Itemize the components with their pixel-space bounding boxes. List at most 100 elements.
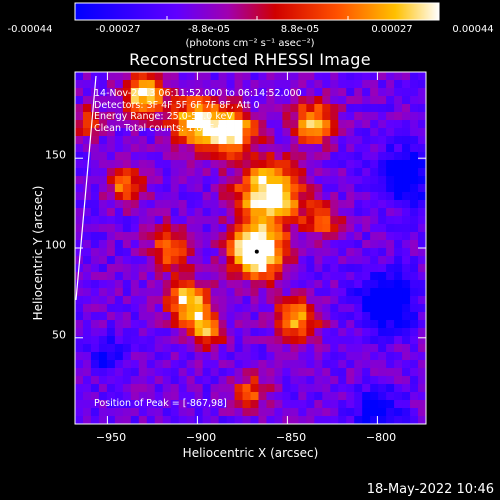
heatmap-cell bbox=[258, 304, 267, 313]
heatmap-cell bbox=[162, 416, 172, 425]
heatmap-cell bbox=[242, 328, 251, 337]
heatmap-cell bbox=[146, 360, 156, 369]
detectors-text: Detectors: 3F 4F 5F 6F 7F 8F, Att 0 bbox=[94, 99, 260, 111]
heatmap-cell bbox=[258, 128, 267, 137]
heatmap-cell bbox=[226, 376, 235, 385]
heatmap-cell bbox=[234, 120, 243, 129]
heatmap-cell bbox=[106, 176, 116, 185]
heatmap-cell bbox=[75, 136, 84, 145]
heatmap-cell bbox=[250, 152, 259, 161]
heatmap-cell bbox=[202, 120, 212, 129]
heatmap-cell bbox=[290, 416, 299, 425]
heatmap-cell bbox=[250, 344, 259, 353]
heatmap-cell bbox=[362, 416, 371, 425]
heatmap-cell bbox=[290, 184, 299, 193]
heatmap-cell bbox=[154, 184, 164, 193]
heatmap-cell bbox=[170, 360, 180, 369]
heatmap-cell bbox=[170, 368, 180, 377]
heatmap-cell bbox=[82, 328, 92, 337]
heatmap-cell bbox=[226, 304, 235, 313]
heatmap-cell bbox=[394, 360, 403, 369]
heatmap-cell bbox=[218, 352, 227, 361]
heatmap-cell bbox=[202, 264, 212, 273]
heatmap-cell bbox=[210, 272, 219, 281]
heatmap-cell bbox=[274, 104, 283, 113]
heatmap-cell bbox=[290, 392, 299, 401]
heatmap-cell bbox=[362, 288, 371, 297]
heatmap-cell bbox=[170, 232, 180, 241]
heatmap-cell bbox=[410, 416, 419, 425]
heatmap-cell bbox=[202, 104, 212, 113]
heatmap-cell bbox=[218, 80, 227, 89]
heatmap-cell bbox=[258, 232, 267, 241]
heatmap-cell bbox=[290, 232, 299, 241]
heatmap-cell bbox=[402, 416, 411, 425]
heatmap-cell bbox=[330, 376, 339, 385]
heatmap-cell bbox=[210, 296, 219, 305]
heatmap-cell bbox=[306, 296, 315, 305]
heatmap-cell bbox=[362, 152, 371, 161]
heatmap-cell bbox=[354, 168, 363, 177]
heatmap-cell bbox=[266, 216, 275, 225]
heatmap-cell bbox=[306, 336, 315, 345]
heatmap-cell bbox=[386, 152, 395, 161]
heatmap-cell bbox=[82, 312, 92, 321]
heatmap-cell bbox=[266, 80, 275, 89]
heatmap-cell bbox=[250, 352, 259, 361]
heatmap-cell bbox=[250, 368, 259, 377]
heatmap-cell bbox=[186, 384, 196, 393]
heatmap-cell bbox=[162, 112, 172, 121]
heatmap-cell bbox=[170, 104, 180, 113]
heatmap-cell bbox=[330, 408, 339, 417]
heatmap-cell bbox=[218, 312, 227, 321]
heatmap-cell bbox=[90, 344, 100, 353]
heatmap-cell bbox=[218, 128, 227, 137]
heatmap-cell bbox=[306, 160, 315, 169]
heatmap-cell bbox=[250, 320, 259, 329]
heatmap-cell bbox=[258, 184, 267, 193]
heatmap-cell bbox=[314, 288, 323, 297]
heatmap-cell bbox=[370, 232, 379, 241]
heatmap-cell bbox=[146, 80, 156, 89]
heatmap-cell bbox=[162, 368, 172, 377]
heatmap-cell bbox=[258, 88, 267, 97]
heatmap-cell bbox=[154, 168, 164, 177]
heatmap-cell bbox=[314, 280, 323, 289]
heatmap-cell bbox=[90, 272, 100, 281]
heatmap-cell bbox=[162, 216, 172, 225]
heatmap-cell bbox=[298, 392, 307, 401]
heatmap-cell bbox=[146, 136, 156, 145]
heatmap-cell bbox=[290, 112, 299, 121]
heatmap-cell bbox=[75, 112, 84, 121]
heatmap-cell bbox=[250, 304, 259, 313]
heatmap-cell bbox=[138, 88, 148, 97]
heatmap-cell bbox=[418, 160, 427, 169]
heatmap-cell bbox=[338, 408, 347, 417]
heatmap-cell bbox=[250, 296, 259, 305]
heatmap-cell bbox=[138, 360, 148, 369]
heatmap-cell bbox=[154, 72, 164, 81]
heatmap-cell bbox=[242, 312, 251, 321]
heatmap-cell bbox=[210, 224, 219, 233]
heatmap-cell bbox=[146, 128, 156, 137]
heatmap-cell bbox=[250, 240, 259, 249]
heatmap-cell bbox=[266, 88, 275, 97]
heatmap-cell bbox=[306, 344, 315, 353]
heatmap-cell bbox=[178, 136, 188, 145]
heatmap-cell bbox=[146, 248, 156, 257]
heatmap-cell bbox=[314, 344, 323, 353]
heatmap-cell bbox=[90, 176, 100, 185]
heatmap-cell bbox=[122, 328, 132, 337]
heatmap-cell bbox=[258, 120, 267, 129]
heatmap-cell bbox=[138, 312, 148, 321]
heatmap-cell bbox=[394, 296, 403, 305]
heatmap-cell bbox=[194, 88, 204, 97]
heatmap-cell bbox=[138, 264, 148, 273]
heatmap-cell bbox=[154, 416, 164, 425]
heatmap-cell bbox=[258, 408, 267, 417]
heatmap-cell bbox=[234, 360, 243, 369]
heatmap-cell bbox=[138, 200, 148, 209]
heatmap-cell bbox=[266, 392, 275, 401]
heatmap-cell bbox=[138, 352, 148, 361]
heatmap-cell bbox=[354, 416, 363, 425]
